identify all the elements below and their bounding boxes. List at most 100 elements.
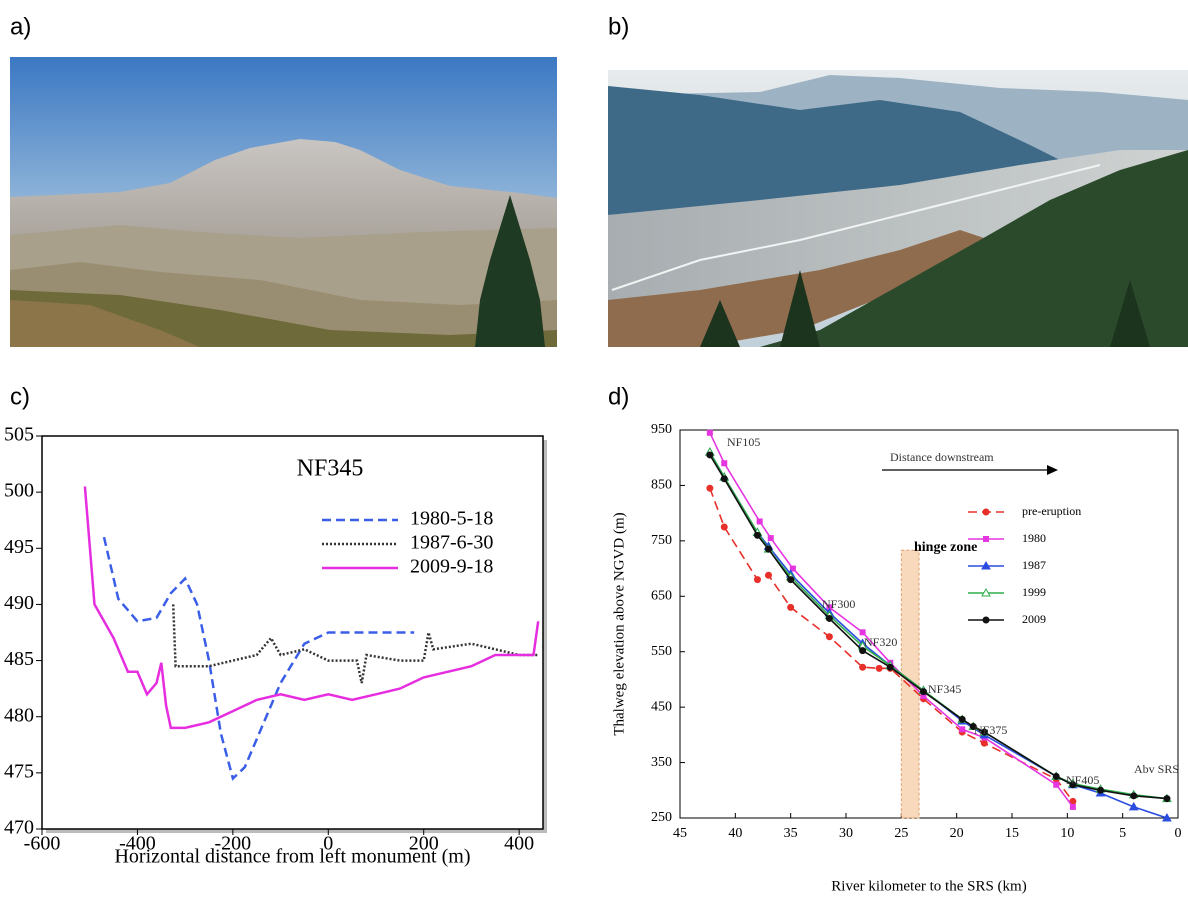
marker (969, 723, 977, 731)
series-line (171, 604, 539, 684)
marker (1069, 781, 1077, 789)
y-tick-label: 250 (651, 810, 672, 825)
marker (706, 484, 714, 492)
marker (919, 688, 927, 696)
arrow-head (1047, 465, 1058, 475)
x-tick-label: -600 (24, 833, 61, 855)
x-tick-label: 0 (1175, 826, 1182, 841)
marker (706, 429, 713, 436)
x-tick-label: 200 (409, 833, 439, 855)
x-tick-label: 30 (839, 826, 853, 841)
marker (875, 664, 883, 672)
marker (920, 693, 927, 700)
annotation: Distance downstream (890, 450, 994, 464)
y-tick-label: 550 (651, 644, 672, 659)
marker (1053, 781, 1060, 788)
x-tick-label: 45 (673, 826, 687, 841)
marker (765, 571, 773, 579)
y-tick-label: 850 (651, 478, 672, 493)
marker (859, 663, 867, 671)
panel-label: d) (608, 383, 629, 410)
legend-marker (981, 587, 991, 597)
marker (765, 545, 773, 553)
legend-marker (981, 560, 991, 570)
annotation: NF375 (974, 723, 1007, 737)
legend-label: 1980 (1022, 531, 1046, 545)
x-tick-label: 40 (728, 826, 742, 841)
legend-label: 2009-9-18 (410, 556, 493, 578)
marker (826, 604, 833, 611)
x-axis-label: River kilometer to the SRS (km) (831, 878, 1026, 894)
legend-marker (982, 616, 990, 624)
marker (1069, 803, 1076, 810)
panel-label: c) (10, 383, 30, 410)
x-tick-label: 35 (784, 826, 798, 841)
legend-label: 1999 (1022, 585, 1046, 599)
y-tick-label: 480 (4, 704, 34, 726)
x-tick-label: 5 (1119, 826, 1126, 841)
marker (767, 535, 774, 542)
marker (859, 647, 867, 655)
y-tick-label: 650 (651, 589, 672, 604)
marker (720, 475, 728, 483)
legend-label: 1987 (1022, 558, 1046, 572)
annotation: NF300 (822, 597, 855, 611)
plot-frame (679, 429, 1179, 819)
x-tick-label: 10 (1060, 826, 1074, 841)
marker (1130, 792, 1138, 800)
x-tick-label: 15 (1005, 826, 1019, 841)
x-tick-label: -200 (215, 833, 252, 855)
x-tick-label: -400 (119, 833, 156, 855)
marker (886, 663, 894, 671)
panel-label: a) (10, 13, 31, 40)
marker (958, 715, 966, 723)
y-tick-label: 505 (4, 424, 34, 446)
photo-mount-st-helens (10, 57, 557, 347)
annotation: NF105 (727, 435, 760, 449)
marker (720, 523, 728, 531)
chart-title: NF345 (297, 456, 364, 482)
series-line (83, 486, 540, 730)
marker (753, 531, 761, 539)
marker (787, 603, 795, 611)
y-tick-label: 490 (4, 592, 34, 614)
marker (980, 739, 988, 747)
marker (787, 576, 795, 584)
y-tick-label: 485 (4, 648, 34, 670)
photo-river-valley (608, 70, 1188, 347)
y-tick-label: 475 (4, 760, 34, 782)
x-tick-label: 25 (894, 826, 908, 841)
marker (753, 576, 761, 584)
marker (980, 728, 988, 736)
legend-marker (982, 508, 990, 516)
marker (959, 726, 966, 733)
plot-frame (41, 435, 544, 830)
marker (825, 614, 833, 622)
annotation: NF320 (864, 635, 897, 649)
series-line (102, 536, 415, 781)
marker (706, 451, 714, 459)
legend-label: 2009 (1022, 612, 1046, 626)
y-tick-label: 500 (4, 480, 34, 502)
x-tick-label: 20 (950, 826, 964, 841)
marker (859, 629, 866, 636)
hinge-zone (900, 549, 920, 819)
legend-label: 1980-5-18 (410, 508, 493, 530)
annotation: Abv SRS (1134, 762, 1179, 776)
marker (1163, 795, 1171, 803)
x-tick-label: 0 (323, 833, 333, 855)
annotation: NF345 (928, 682, 961, 696)
y-axis-label: Thalweg elevation above NGVD (m) (611, 512, 627, 735)
y-tick-label: 495 (4, 536, 34, 558)
marker (789, 565, 796, 572)
marker (1069, 797, 1077, 805)
marker (1128, 801, 1139, 811)
y-tick-label: 950 (651, 422, 672, 437)
y-tick-label: 350 (651, 755, 672, 770)
marker (756, 518, 763, 525)
marker (721, 460, 728, 467)
annotation: NF405 (1066, 773, 1099, 787)
annotation: hinge zone (914, 540, 977, 555)
y-tick-label: 450 (651, 699, 672, 714)
